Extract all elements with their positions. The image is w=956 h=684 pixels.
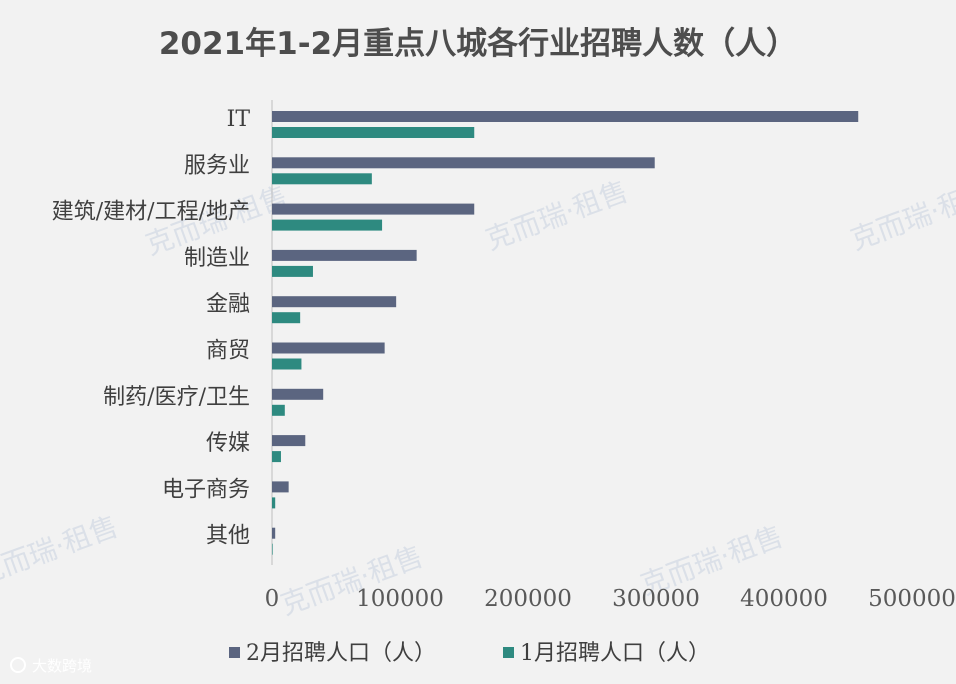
bar-feb (272, 481, 289, 493)
legend-label: 2月招聘人口（人） (246, 641, 436, 666)
bar-feb (272, 435, 306, 447)
x-tick-label: 500000 (868, 586, 956, 612)
bar-feb (272, 388, 324, 400)
bar-jan (272, 497, 276, 509)
category-label: 商贸 (206, 339, 250, 364)
x-tick-label: 100000 (356, 586, 444, 612)
x-tick-label: 300000 (612, 586, 700, 612)
bar-jan (272, 312, 301, 324)
bar-jan (272, 127, 475, 138)
bar-jan (272, 404, 285, 416)
bar-feb (272, 296, 397, 308)
bar-jan (272, 173, 372, 185)
bar-jan (272, 265, 313, 277)
bar-feb (272, 203, 475, 215)
category-label: 建筑/建材/工程/地产 (52, 200, 250, 225)
category-label: IT (227, 107, 251, 132)
x-tick-labels: 0 100000 200000 300000 400000 500000 (265, 586, 956, 612)
category-label: 制药/医疗/卫生 (103, 385, 250, 410)
category-label: 传媒 (206, 431, 250, 456)
watermark: 克而瑞·租售 (846, 175, 956, 257)
logo-text: 大数跨境 (32, 657, 92, 675)
category-label: 服务业 (184, 153, 250, 178)
category-label: 电子商务 (162, 477, 250, 502)
legend-label: 1月招聘人口（人） (520, 641, 710, 666)
x-tick-label: 400000 (740, 586, 828, 612)
category-label: 金融 (206, 292, 250, 317)
bar-feb (272, 157, 655, 169)
bar-feb (272, 527, 276, 539)
watermark: 克而瑞·租售 (481, 175, 632, 257)
bar-jan (272, 451, 281, 463)
bar-feb (272, 342, 385, 354)
bars (272, 111, 859, 555)
x-tick-label: 0 (265, 586, 280, 612)
legend-swatch (503, 647, 514, 658)
bar-feb (272, 111, 859, 122)
legend: 2月招聘人口（人） 1月招聘人口（人） (229, 641, 710, 666)
chart-title: 2021年1-2月重点八城各行业招聘人数（人） (159, 26, 797, 62)
watermark: 克而瑞·租售 (0, 510, 122, 592)
logo: 大数跨境 (10, 657, 92, 675)
bar-jan (272, 219, 383, 231)
bar-jan (272, 358, 302, 370)
x-tick-label: 200000 (484, 586, 572, 612)
bar-jan (272, 543, 273, 555)
legend-swatch (229, 647, 240, 658)
category-label: 制造业 (184, 246, 250, 271)
category-label: 其他 (206, 524, 250, 549)
bar-feb (272, 249, 417, 261)
logo-icon (10, 657, 26, 673)
